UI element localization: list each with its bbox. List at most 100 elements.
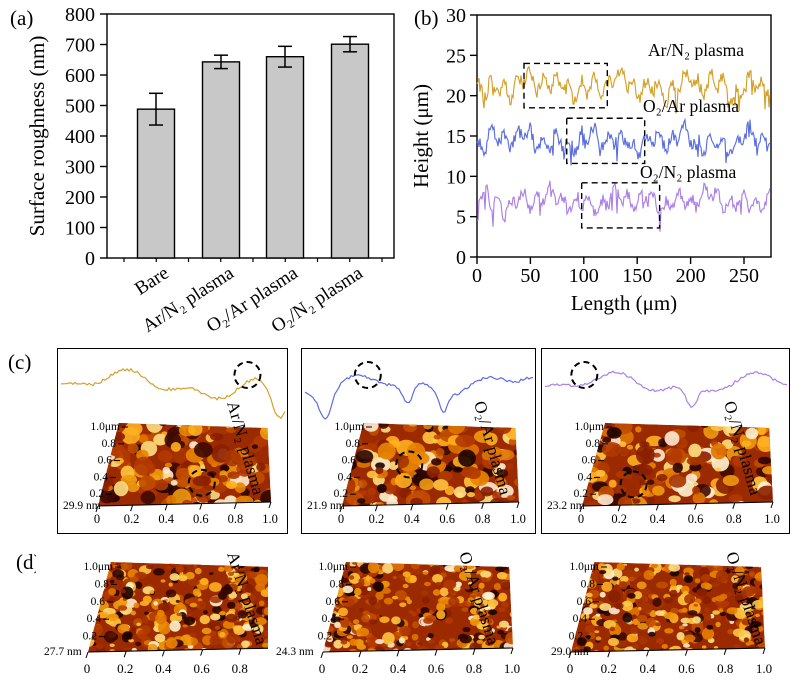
svg-text:0.8: 0.8: [232, 661, 248, 676]
svg-text:1.0μm: 1.0μm: [570, 561, 600, 573]
svg-text:0: 0: [338, 512, 344, 526]
svg-text:1.0: 1.0: [262, 512, 278, 526]
svg-text:100: 100: [569, 265, 599, 287]
svg-text:0.4: 0.4: [322, 613, 337, 625]
svg-text:0.2: 0.2: [369, 512, 385, 526]
svg-text:0.6: 0.6: [678, 661, 695, 676]
svg-text:700: 700: [65, 35, 95, 57]
svg-text:0.2: 0.2: [601, 661, 617, 676]
svg-text:0.8: 0.8: [475, 512, 491, 526]
svg-text:0.4: 0.4: [94, 471, 109, 483]
svg-text:Bare: Bare: [131, 263, 173, 300]
svg-text:0.2: 0.2: [318, 631, 333, 643]
svg-text:100: 100: [65, 218, 95, 240]
svg-text:0.2: 0.2: [117, 661, 133, 676]
svg-text:50: 50: [520, 265, 540, 287]
svg-text:0.4: 0.4: [639, 661, 656, 676]
svg-text:30: 30: [446, 5, 466, 27]
height-profile-line-chart: 0 5 10 15 20 25 30 0 50 100 150 200 250 Length (μm) He…: [409, 5, 772, 315]
svg-text:O₂/Ar plasma: O₂/Ar plasma: [643, 96, 739, 116]
svg-text:0.6: 0.6: [98, 455, 113, 467]
svg-text:10: 10: [446, 166, 466, 188]
svg-text:0.2: 0.2: [90, 488, 105, 500]
svg-text:0.2: 0.2: [334, 488, 349, 500]
svg-text:0: 0: [94, 512, 100, 526]
svg-text:Ar/N₂ plasma: Ar/N₂ plasma: [648, 40, 744, 60]
svg-text:1.0: 1.0: [756, 661, 772, 676]
panel-b-label: (b): [414, 6, 439, 30]
svg-text:23.2 nm: 23.2 nm: [547, 500, 585, 512]
svg-text:0.8: 0.8: [581, 578, 596, 590]
svg-text:250: 250: [729, 265, 759, 287]
svg-text:25: 25: [446, 45, 466, 67]
panel-c-label: (c): [8, 350, 32, 374]
svg-text:0.8: 0.8: [228, 512, 244, 526]
afm-panel-c-1: 1.0μm 0.8 0.6 0.4 0.2 29.9 nm 0 0.2 0.4 0.6 0.8 1.0…: [57, 348, 288, 534]
svg-text:0: 0: [472, 265, 482, 287]
svg-text:Surface roughness (nm): Surface roughness (nm): [25, 36, 49, 237]
svg-text:0.6: 0.6: [439, 512, 455, 526]
svg-text:0.2: 0.2: [569, 631, 584, 643]
svg-text:600: 600: [65, 65, 95, 87]
svg-text:1.0: 1.0: [510, 512, 526, 526]
svg-text:0.2: 0.2: [83, 631, 98, 643]
svg-text:0.4: 0.4: [155, 661, 172, 676]
svg-text:29.0 nm: 29.0 nm: [551, 646, 589, 658]
svg-text:0.4: 0.4: [390, 661, 407, 676]
svg-text:0.6: 0.6: [688, 512, 704, 526]
svg-text:1.0μm: 1.0μm: [319, 561, 349, 573]
svg-text:Length (μm): Length (μm): [571, 291, 677, 315]
svg-text:1.0μm: 1.0μm: [91, 421, 121, 433]
svg-text:0.4: 0.4: [578, 471, 593, 483]
svg-text:0.8: 0.8: [95, 578, 110, 590]
svg-text:0.6: 0.6: [428, 661, 445, 676]
svg-text:0.8: 0.8: [726, 512, 742, 526]
svg-text:1.0μm: 1.0μm: [335, 421, 365, 433]
afm-panel-c-3: 1.0μm 0.8 0.6 0.4 0.2 23.2 nm 0 0.2 0.4 0.6 0.8 1.0…: [541, 348, 790, 534]
svg-text:0.4: 0.4: [573, 613, 588, 625]
svg-text:0.2: 0.2: [611, 512, 627, 526]
svg-text:800: 800: [65, 4, 95, 26]
svg-text:0.6: 0.6: [582, 455, 597, 467]
svg-text:0.8: 0.8: [466, 661, 482, 676]
svg-text:0.2: 0.2: [574, 488, 589, 500]
svg-text:0: 0: [85, 248, 95, 270]
svg-text:15: 15: [446, 126, 466, 148]
afm-panel-d-3: 1.0μm 0.8 0.6 0.4 0.2 29.0 nm 0 0.2 0.4 0.6 0.8 1.0…: [537, 549, 793, 697]
svg-text:0: 0: [319, 661, 326, 676]
svg-text:0.6: 0.6: [193, 661, 210, 676]
svg-text:1.0μm: 1.0μm: [84, 561, 114, 573]
svg-text:1.0μm: 1.0μm: [575, 421, 605, 433]
svg-text:0.8: 0.8: [330, 578, 345, 590]
svg-text:0.2: 0.2: [352, 661, 368, 676]
svg-text:150: 150: [622, 265, 652, 287]
svg-text:1.0: 1.0: [764, 512, 780, 526]
surface-roughness-bar-chart: 0 100 200 300 400 500 600 700 800 Surface roughne…: [25, 4, 395, 337]
svg-text:300: 300: [65, 157, 95, 179]
svg-text:0: 0: [84, 661, 91, 676]
svg-text:24.3 nm: 24.3 nm: [276, 646, 314, 658]
svg-text:0.6: 0.6: [193, 512, 209, 526]
svg-text:O₂/N₂ plasma: O₂/N₂ plasma: [640, 162, 737, 182]
afm-panel-c-2: 1.0μm 0.8 0.6 0.4 0.2 21.9 nm 0 0.2 0.4 0.6 0.8 1.0…: [301, 348, 536, 534]
svg-text:0.6: 0.6: [577, 596, 592, 608]
svg-text:200: 200: [65, 187, 95, 209]
svg-text:200: 200: [676, 265, 706, 287]
svg-text:400: 400: [65, 126, 95, 148]
afm-panel-d-2: 1.0μm 0.8 0.6 0.4 0.2 24.3 nm 0 0.2 0.4 0.6 0.8 1.0…: [268, 549, 526, 697]
svg-text:0.6: 0.6: [342, 455, 357, 467]
svg-text:0.8: 0.8: [586, 438, 601, 450]
svg-text:0.8: 0.8: [717, 661, 733, 676]
svg-text:0: 0: [578, 512, 584, 526]
afm-d-3-svg: 1.0μm 0.8 0.6 0.4 0.2 29.0 nm 0 0.2 0.4 0.6 0.8 1.0…: [551, 549, 772, 676]
svg-text:21.9 nm: 21.9 nm: [307, 500, 345, 512]
svg-text:20: 20: [446, 86, 466, 108]
svg-text:0.4: 0.4: [87, 613, 102, 625]
svg-text:0.6: 0.6: [91, 596, 106, 608]
